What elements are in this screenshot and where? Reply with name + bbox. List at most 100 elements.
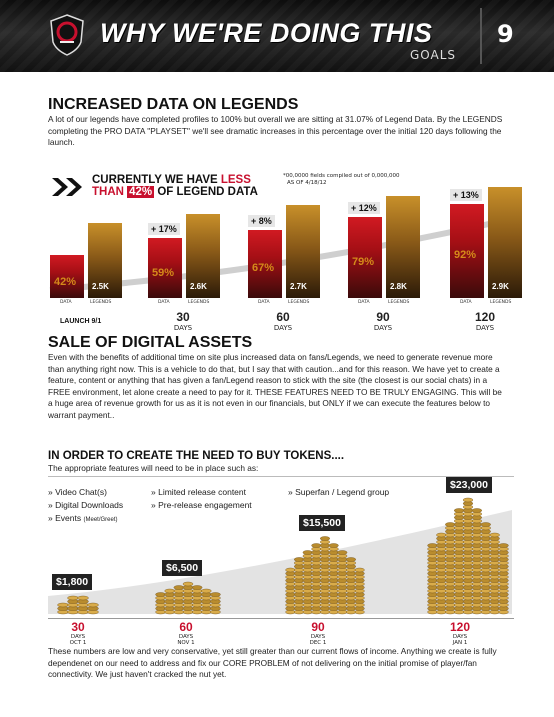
chart1-footnote: *00,0000 fields compiled out of 0,000,00… <box>283 173 399 187</box>
token-revenue-chart: $1,800 $6,500 $15,500 $23,000 <box>48 477 512 618</box>
data-bar <box>148 237 182 298</box>
x-axis-days-label: DAYS <box>373 324 393 332</box>
axis-label-legends: LEGENDS <box>188 300 210 305</box>
axis-label-legends: LEGENDS <box>90 300 112 305</box>
x-axis-days-number: 90 <box>311 620 325 634</box>
x-axis-days-label: DAYS <box>178 634 194 640</box>
section-body-legend-data: A lot of our legends have completed prof… <box>48 114 503 147</box>
coin-stack <box>311 543 322 548</box>
x-axis-days-label: DAYS <box>452 634 468 640</box>
section-divider <box>48 476 514 477</box>
axis-label-data: DATA <box>158 300 170 305</box>
axis-label-legends: LEGENDS <box>288 300 310 305</box>
page-title: WHY WE'RE DOING THIS <box>100 18 433 48</box>
page-subtitle: GOALS <box>410 48 457 62</box>
feature-item: » Digital Downloads <box>48 500 123 510</box>
coin-stack <box>454 508 465 513</box>
coin-stack <box>354 567 365 573</box>
feature-item: » Pre-release engagement <box>151 500 252 510</box>
axis-label-data: DATA <box>358 300 370 305</box>
coin-stack <box>320 536 330 541</box>
legends-bar <box>88 223 122 298</box>
headline-than: THAN <box>92 186 128 198</box>
legends-bar-label: 2.7K <box>290 282 307 291</box>
coin-stack <box>77 595 89 601</box>
coin-stack <box>191 585 203 590</box>
section-subtext-tokens: The appropriate features will need to be… <box>48 463 259 473</box>
x-axis-days-number: 90 <box>376 310 390 324</box>
chart1-note-date: AS OF 4/18/12 <box>287 180 327 186</box>
section-heading-digital-assets: SALE OF DIGITAL ASSETS <box>48 334 253 351</box>
launch-label: LAUNCH 9/1 <box>60 318 102 325</box>
x-axis-days-number: 120 <box>474 310 496 324</box>
section-body-digital-assets: Even with the benefits of additional tim… <box>48 352 502 420</box>
coin-stack <box>182 581 194 587</box>
x-axis-days-label: DAYS <box>273 324 293 332</box>
coin-stack <box>498 543 509 548</box>
feature-label: Events <box>55 513 82 523</box>
x-axis-days-number: 30 <box>71 620 85 634</box>
header-divider <box>480 8 482 64</box>
feature-item: » Limited release content <box>151 487 246 497</box>
coin-stack <box>285 567 296 573</box>
page-header: WHY WE'RE DOING THIS GOALS 9 <box>0 0 554 72</box>
section-heading-legend-data: INCREASED DATA ON LEGENDS <box>48 96 299 113</box>
legend-data-bar-chart: 42% 2.5K DATA LEGENDS LAUNCH 9/1 59% 2.6K DATA L… <box>48 160 522 332</box>
coin-stack <box>294 557 304 562</box>
x-axis-days-label: DAYS <box>173 324 193 332</box>
bullet-icon: » <box>48 500 53 510</box>
coin-stack <box>328 543 339 548</box>
increase-badge: + 13% <box>450 189 482 202</box>
coin-stack <box>57 602 69 608</box>
coin-stack <box>480 522 491 527</box>
coin-stack <box>201 588 212 594</box>
feature-note: (Meet/Greet) <box>83 517 118 523</box>
coin-stack <box>489 532 500 538</box>
x-axis-days-number: 60 <box>179 620 193 634</box>
x-axis-days-number: 60 <box>276 310 290 324</box>
header-texture <box>0 0 554 72</box>
x-axis-days-number: 120 <box>449 620 471 634</box>
coin-stack <box>87 602 99 608</box>
x-axis-days-number: 30 <box>176 310 190 324</box>
page-number: 9 <box>497 20 514 48</box>
legends-bar <box>186 214 220 298</box>
section-heading-tokens: IN ORDER TO CREATE THE NEED TO BUY TOKEN… <box>48 450 345 462</box>
feature-label: Digital Downloads <box>55 500 124 510</box>
x-axis-days-label: DAYS <box>310 634 326 640</box>
coin-stack <box>337 550 348 555</box>
axis-label-data: DATA <box>60 300 72 305</box>
footer-paragraph: These numbers are low and very conservat… <box>48 646 497 679</box>
revenue-label: $1,800 <box>52 574 93 590</box>
data-bar <box>450 204 484 298</box>
coin-stack <box>462 497 474 503</box>
headline-text-a: CURRENTLY WE HAVE <box>92 174 221 186</box>
legends-bar-label: 2.9K <box>492 282 509 291</box>
coin-stack <box>471 508 482 513</box>
x-axis-date-label: OCT 1 <box>69 640 87 646</box>
x-axis-date-label: DEC 1 <box>309 640 327 646</box>
x-axis-date-label: JAN 1 <box>452 640 468 646</box>
feature-item: » Superfan / Legend group <box>288 487 389 497</box>
headline-text-b: OF LEGEND DATA <box>154 186 258 198</box>
legends-bar <box>286 205 320 298</box>
shield-logo-icon <box>50 14 84 56</box>
x-axis-days-label: DAYS <box>475 324 495 332</box>
chart1-headline: CURRENTLY WE HAVE LESS THAN 42% OF LEGEN… <box>92 174 258 198</box>
coin-stack <box>427 543 438 548</box>
coin-stack <box>346 557 356 562</box>
chart2-graphic <box>48 497 512 615</box>
headline-42-badge: 42% <box>127 186 155 198</box>
axis-label-legends: LEGENDS <box>388 300 410 305</box>
feature-label: Limited release content <box>158 487 246 497</box>
legends-bar <box>386 196 420 298</box>
coin-stack <box>67 595 79 601</box>
data-bar-label: 92% <box>454 249 477 262</box>
feature-label: Video Chat(s) <box>55 487 107 497</box>
data-bar-label: 59% <box>152 266 175 279</box>
axis-label-data: DATA <box>460 300 472 305</box>
axis-label-legends: LEGENDS <box>490 300 512 305</box>
feature-label: Pre-release engagement <box>158 500 252 510</box>
data-bar-label: 42% <box>54 276 77 288</box>
axis-label-data: DATA <box>258 300 270 305</box>
